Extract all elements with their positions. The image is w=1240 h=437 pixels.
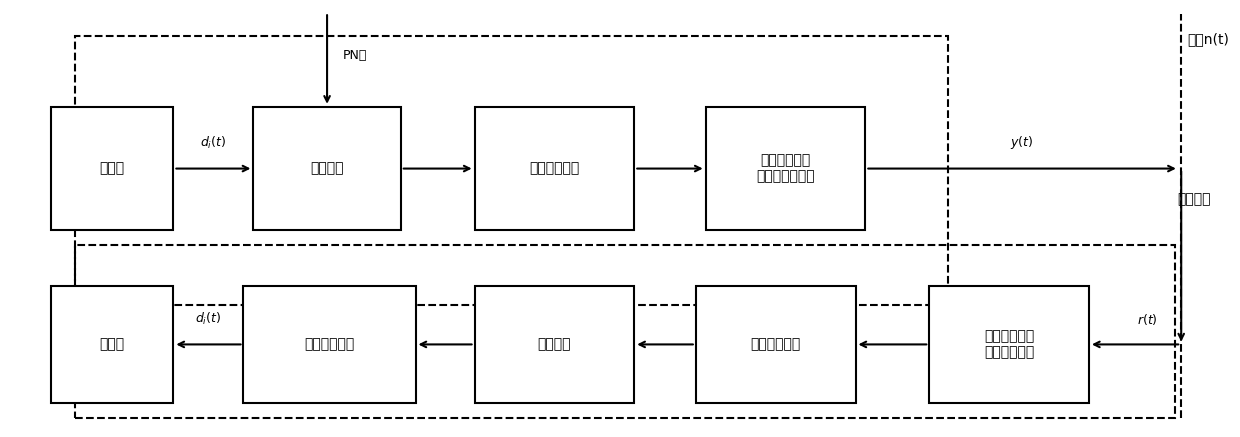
Bar: [76, 36, 947, 305]
Text: 编码器: 编码器: [99, 162, 124, 176]
Text: $d_i(t)$: $d_i(t)$: [196, 311, 222, 327]
Text: 解码器: 解码器: [99, 337, 124, 351]
Text: 扩频单元: 扩频单元: [310, 162, 343, 176]
Bar: [706, 107, 866, 230]
Bar: [696, 286, 856, 403]
Bar: [51, 107, 174, 230]
Text: 并串转换单元
（小波逆变换）: 并串转换单元 （小波逆变换）: [756, 153, 815, 184]
Text: $d_i(t)$: $d_i(t)$: [200, 135, 227, 151]
Bar: [475, 286, 635, 403]
Text: 载波调制单元: 载波调制单元: [529, 162, 579, 176]
Text: 小波滤波单元: 小波滤波单元: [750, 337, 801, 351]
Text: $r(t)$: $r(t)$: [1137, 312, 1158, 327]
Bar: [76, 245, 1176, 418]
Bar: [51, 286, 174, 403]
Bar: [929, 286, 1089, 403]
Text: 数据解调单元: 数据解调单元: [304, 337, 355, 351]
Text: 串并转换单元
（小波变换）: 串并转换单元 （小波变换）: [985, 329, 1034, 360]
Text: $y(t)$: $y(t)$: [1011, 134, 1034, 151]
Bar: [243, 286, 415, 403]
Bar: [253, 107, 401, 230]
Text: 噪声n(t): 噪声n(t): [1188, 32, 1229, 46]
Text: 解扩单元: 解扩单元: [538, 337, 572, 351]
Bar: [475, 107, 635, 230]
Text: PN码: PN码: [343, 49, 367, 62]
Text: 无线信道: 无线信道: [1178, 192, 1211, 206]
